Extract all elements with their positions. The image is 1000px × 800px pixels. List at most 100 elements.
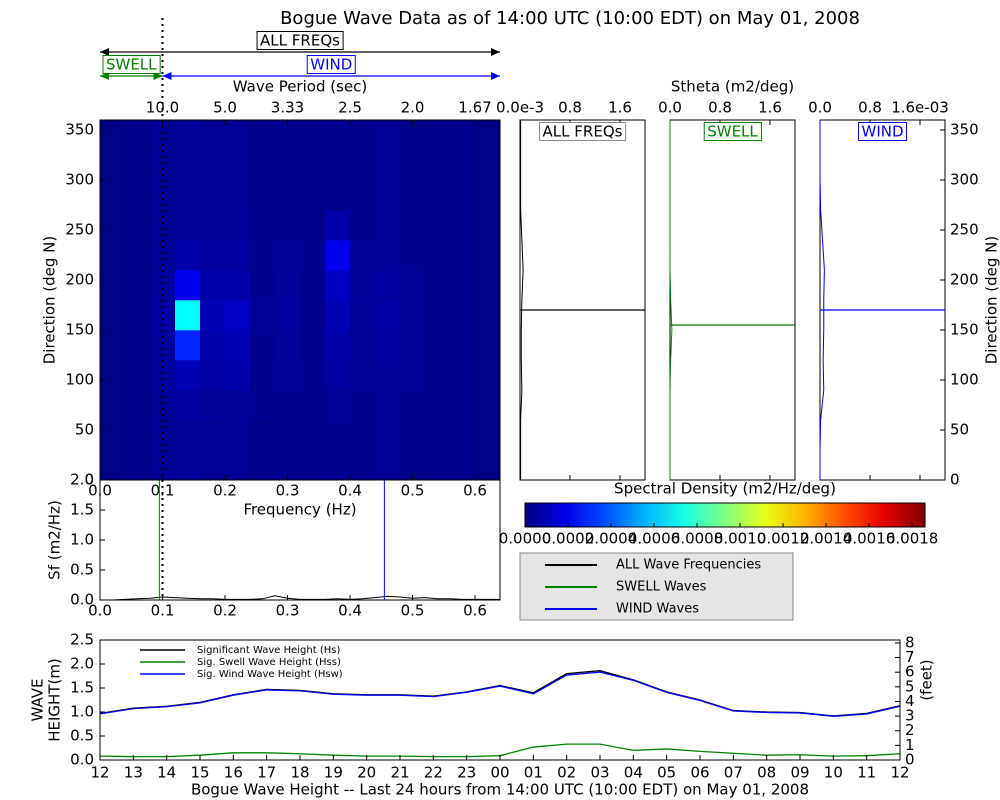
- y-tick-label: 0.0: [70, 751, 94, 769]
- heat-cell: [350, 420, 376, 451]
- heat-cell: [375, 180, 401, 211]
- x-tick-label: 0.2: [213, 482, 237, 500]
- x-tick-label: 18: [290, 764, 309, 782]
- heat-cell: [225, 210, 251, 241]
- heat-cell: [300, 120, 326, 151]
- y-tick-label: 0.0: [70, 591, 94, 609]
- heat-cell: [175, 180, 201, 211]
- heat-cell: [425, 420, 451, 451]
- y-tick-label: 350: [950, 121, 979, 139]
- y-tick-label: 100: [950, 371, 979, 389]
- heat-cell: [200, 270, 226, 301]
- heat-cell: [300, 150, 326, 181]
- x-tick-label: 0.3: [276, 602, 300, 620]
- y-axis-label: Sf (m2/Hz): [46, 500, 64, 580]
- heat-cell: [125, 240, 151, 271]
- heat-cell: [175, 270, 201, 301]
- y2-tick-label: 1: [905, 736, 915, 754]
- heat-cell: [325, 390, 351, 421]
- heat-cell: [275, 300, 301, 331]
- y2-tick-label: 7: [905, 648, 915, 666]
- heat-cell: [475, 270, 501, 301]
- x-tick-label: 0.1: [151, 602, 175, 620]
- y2-tick-label: 0: [905, 751, 915, 769]
- heat-cell: [175, 420, 201, 451]
- x-tick-label: 23: [457, 764, 476, 782]
- heat-cell: [200, 150, 226, 181]
- x-tick-label: 1.6: [608, 99, 632, 117]
- heat-cell: [100, 210, 126, 241]
- heat-cell: [200, 240, 226, 271]
- heat-cell: [175, 330, 201, 361]
- x-tick-label: 08: [757, 764, 776, 782]
- heat-cell: [475, 390, 501, 421]
- y-tick-label: 350: [65, 121, 94, 139]
- heat-cell: [475, 150, 501, 181]
- heat-cell: [375, 210, 401, 241]
- heat-cell: [375, 390, 401, 421]
- x-tick-label: 0.0: [658, 99, 682, 117]
- heat-cell: [250, 390, 276, 421]
- heat-cell: [175, 120, 201, 151]
- heat-cell: [175, 450, 201, 481]
- heat-cell: [200, 360, 226, 391]
- heat-cell: [100, 150, 126, 181]
- plot-frame: [819, 119, 946, 481]
- heat-cell: [325, 330, 351, 361]
- x-tick-label: 12: [90, 764, 109, 782]
- y-tick-label: 100: [65, 371, 94, 389]
- colorbar-tick-label: 0.0016: [843, 530, 896, 548]
- heat-cell: [475, 210, 501, 241]
- heat-cell: [425, 180, 451, 211]
- x-tick-label: 0.2: [213, 602, 237, 620]
- heat-cell: [425, 240, 451, 271]
- heat-cell: [350, 270, 376, 301]
- heat-cell: [425, 120, 451, 151]
- heat-cell: [100, 240, 126, 271]
- x-tick-label: 19: [324, 764, 343, 782]
- y-tick-label: 150: [950, 321, 979, 339]
- colorbar-tick-label: 0.0000: [499, 530, 552, 548]
- heat-cell: [350, 390, 376, 421]
- heat-cell: [400, 390, 426, 421]
- heat-cell: [450, 360, 476, 391]
- label-box: [703, 122, 762, 141]
- series-line: [99, 743, 901, 758]
- heat-cell: [325, 180, 351, 211]
- y-tick-label: 250: [65, 221, 94, 239]
- heat-cell: [250, 240, 276, 271]
- x-tick-label: 0.4: [338, 482, 362, 500]
- x-tick-label: 0.4: [338, 602, 362, 620]
- x-tick-label: 0.8: [708, 99, 732, 117]
- legend-label: ALL Wave Frequencies: [616, 558, 761, 573]
- heat-cell: [475, 330, 501, 361]
- heat-cell: [125, 120, 151, 151]
- heat-cell: [275, 270, 301, 301]
- heat-cell: [375, 120, 401, 151]
- heat-cell: [250, 450, 276, 481]
- heat-cell: [325, 270, 351, 301]
- heat-cell: [275, 180, 301, 211]
- heat-cell: [325, 150, 351, 181]
- x-axis-label: Stheta (m2/deg): [671, 78, 794, 96]
- heat-cell: [400, 300, 426, 331]
- label-box: [539, 122, 627, 141]
- heat-cell: [375, 420, 401, 451]
- heat-cell: [100, 300, 126, 331]
- heat-cell: [450, 330, 476, 361]
- heat-cell: [275, 210, 301, 241]
- legend-label: WIND Waves: [616, 602, 699, 617]
- heat-cell: [475, 360, 501, 391]
- heat-cell: [375, 270, 401, 301]
- heat-cell: [125, 420, 151, 451]
- x-tick-label: 0.8: [558, 99, 582, 117]
- x-tick-label: 13: [124, 764, 143, 782]
- heat-cell: [200, 180, 226, 211]
- heat-cell: [300, 450, 326, 481]
- heat-cell: [200, 300, 226, 331]
- heat-cell: [225, 150, 251, 181]
- heat-cell: [100, 180, 126, 211]
- x-tick-label: 07: [724, 764, 743, 782]
- band-label: WIND: [310, 56, 352, 74]
- profile-line: [520, 120, 524, 480]
